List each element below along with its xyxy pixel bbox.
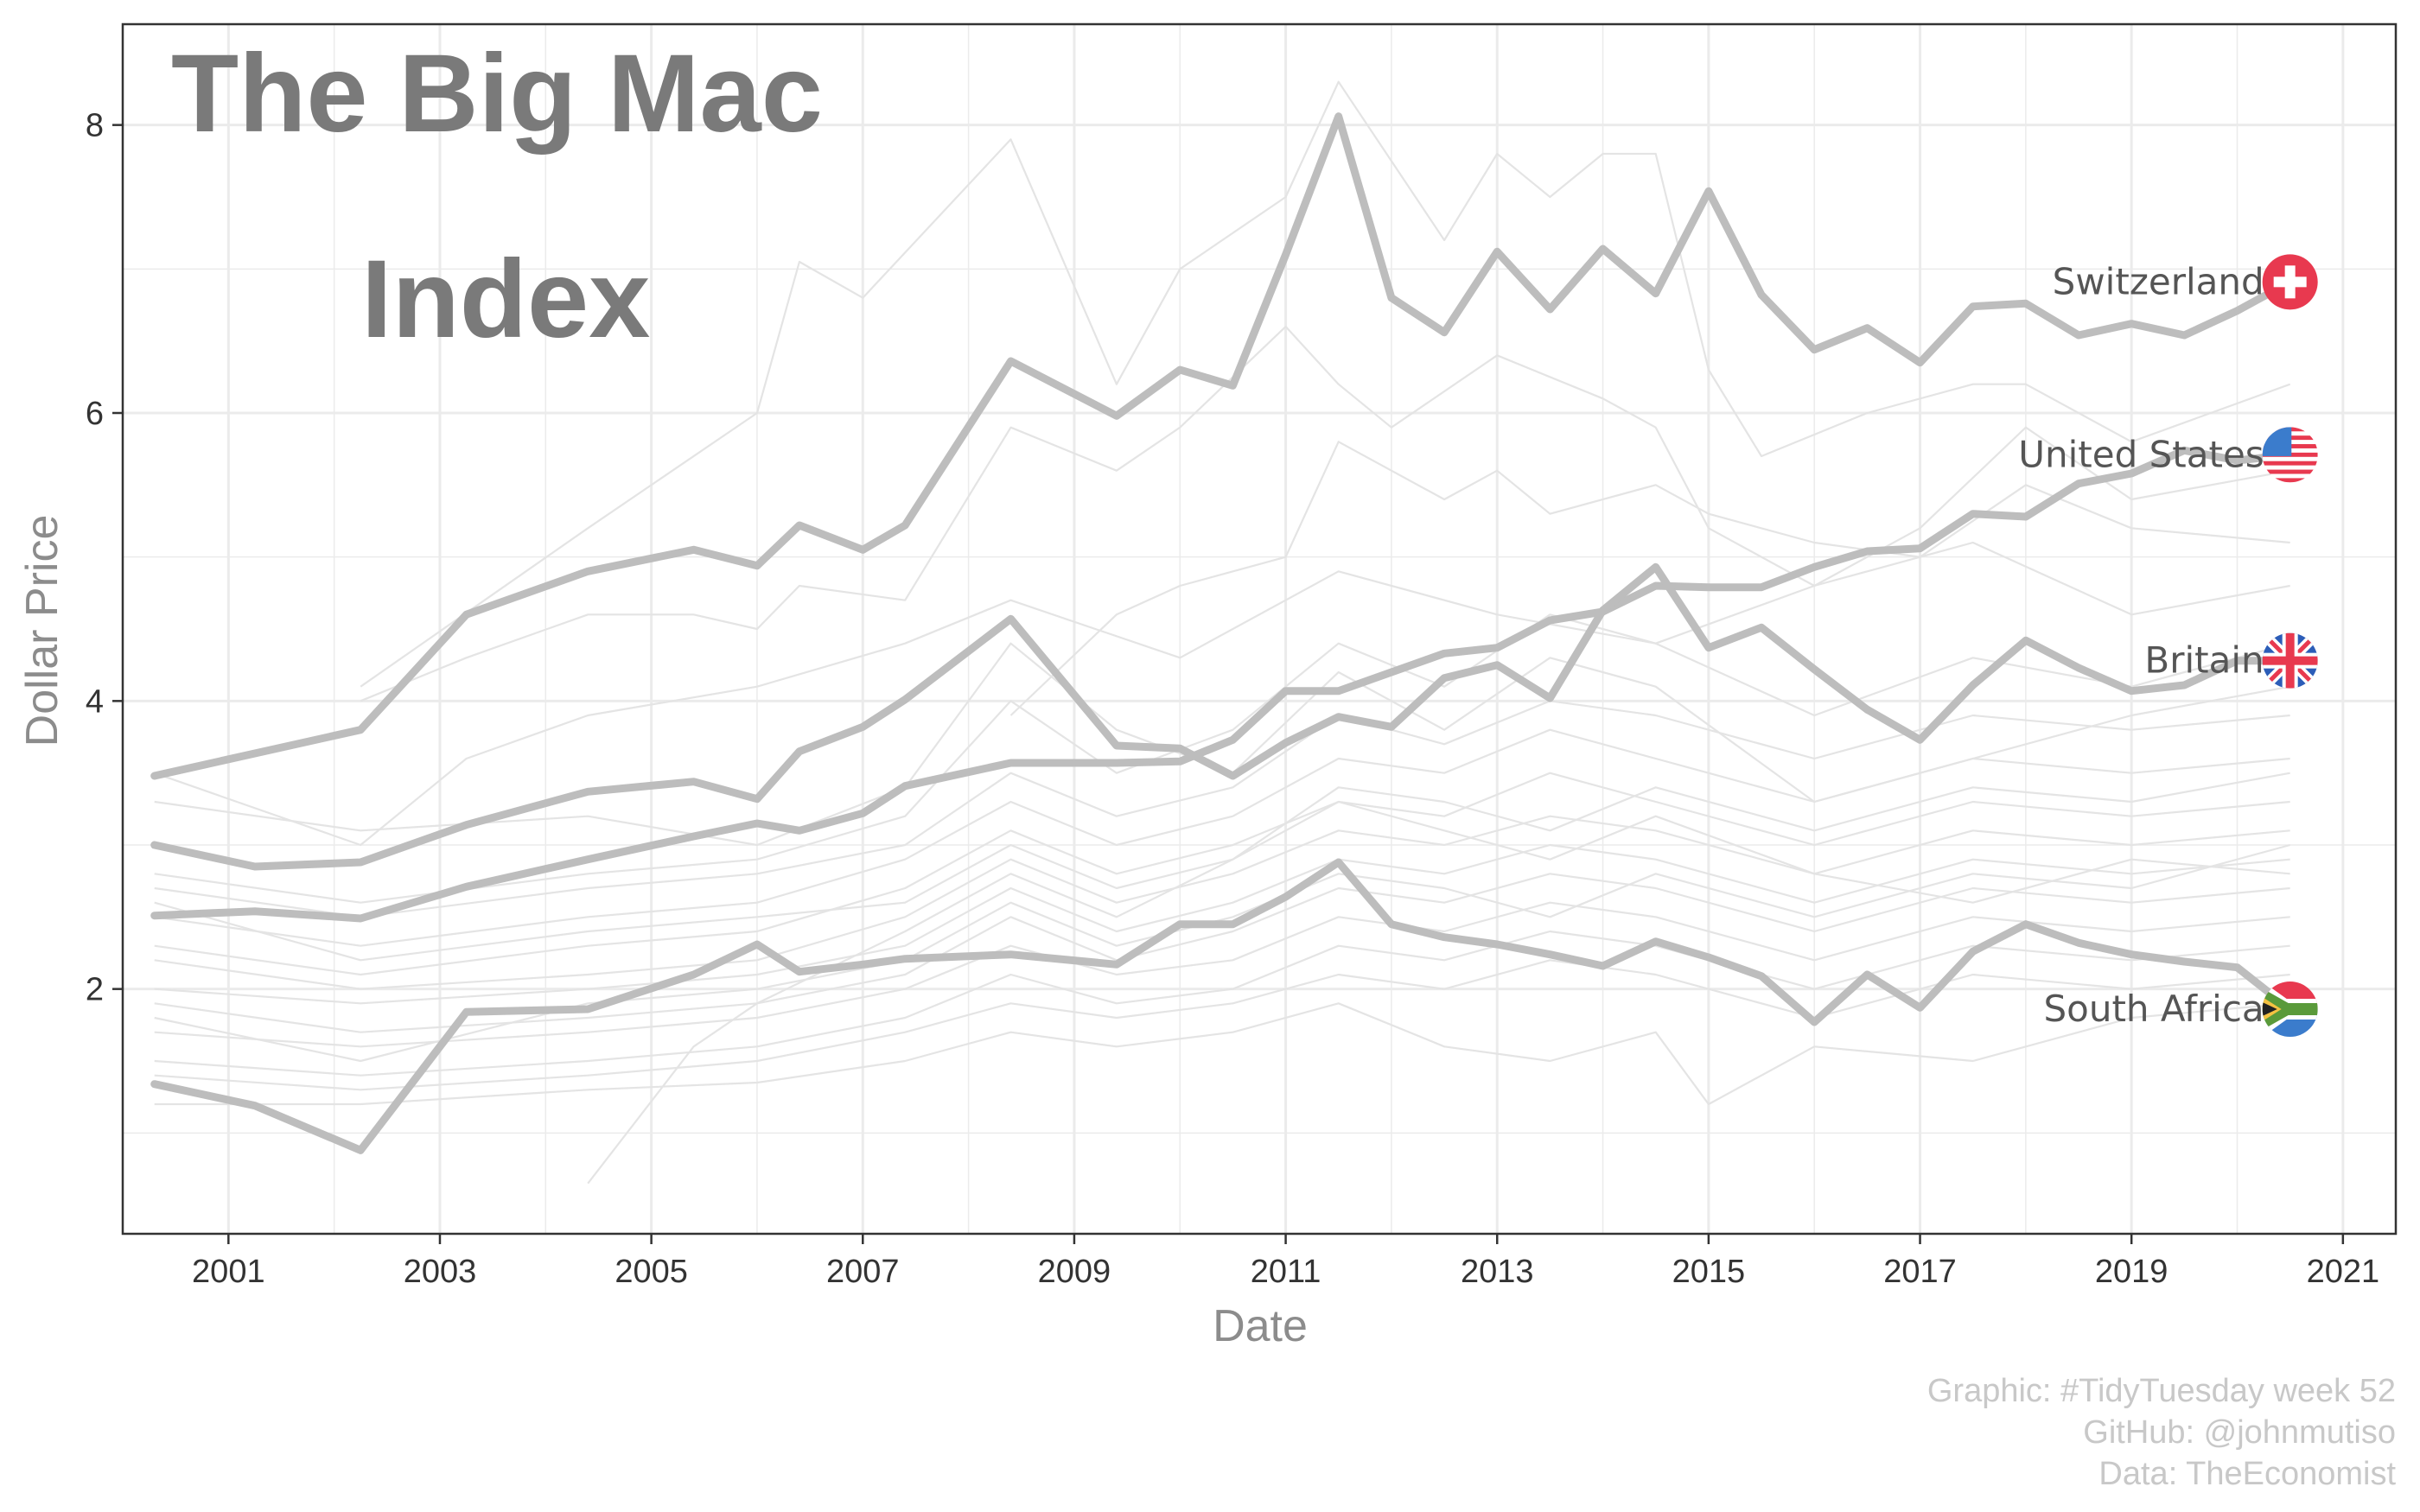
chart-title: The Big Mac (171, 32, 823, 156)
y-tick-label: 8 (86, 108, 104, 144)
flag-switzerland-icon (2262, 254, 2318, 310)
series-line-south-africa (150, 858, 2295, 1154)
y-axis-title: Dollar Price (17, 515, 67, 747)
country-labels: Switzerland United States Britain South Afr… (2018, 254, 2318, 1037)
axes: 2001 2003 2005 2007 2009 2011 2013 2015 2017 2019… (86, 108, 2379, 1290)
flag-britain-icon (2262, 632, 2318, 689)
panel-border (121, 22, 2398, 1236)
x-tick-label: 2021 (2307, 1254, 2380, 1290)
background-series-line-3 (360, 325, 2290, 702)
y-tick-label: 6 (86, 396, 104, 432)
x-tick-label: 2015 (1672, 1254, 1746, 1290)
background-series-line-19 (1009, 441, 2290, 716)
x-tick-label: 2005 (615, 1254, 688, 1290)
background-series-line-15 (154, 642, 2290, 847)
caption-line-3: Data: TheEconomist (2098, 1456, 2396, 1492)
flag-south-africa-icon (2262, 982, 2318, 1037)
chart-title-line2: Index (361, 238, 650, 361)
background-series-line-14 (154, 1002, 2290, 1106)
x-tick-label: 2001 (192, 1254, 265, 1290)
series-line-britain (150, 562, 2295, 871)
x-tick-label: 2011 (1251, 1254, 1321, 1290)
series-line-united-states (150, 446, 2295, 923)
country-label-united-states: United States (2018, 433, 2264, 475)
country-label-britain: Britain (2144, 639, 2264, 682)
y-tick-label: 2 (86, 972, 104, 1008)
x-tick-label: 2019 (2095, 1254, 2168, 1290)
background-series-line-11 (154, 901, 2290, 1048)
caption-line-1: Graphic: #TidyTuesday week 52 (1927, 1373, 2396, 1409)
x-tick-label: 2007 (826, 1254, 900, 1290)
x-axis-title: Date (1213, 1301, 1308, 1351)
country-label-switzerland: Switzerland (2053, 260, 2264, 302)
background-series-line-2 (360, 80, 2291, 688)
x-tick-label: 2009 (1038, 1254, 1111, 1290)
x-tick-label: 2003 (404, 1254, 477, 1290)
series-line-switzerland (150, 112, 2295, 780)
background-series-line-12 (154, 930, 2290, 1077)
background-series-line-5 (154, 700, 2290, 918)
background-series-line-8 (154, 815, 2290, 990)
background-series-line-4 (154, 613, 2290, 904)
highlighted-series-lines (150, 112, 2295, 1154)
y-tick-label: 4 (86, 683, 104, 720)
caption-line-2: GitHub: @johnmutiso (2083, 1414, 2396, 1451)
background-series-line-10 (154, 873, 2290, 1033)
background-series-lines (154, 80, 2291, 1185)
flag-united-states-icon (2262, 427, 2318, 483)
country-label-south-africa: South Africa (2043, 988, 2264, 1030)
x-tick-label: 2013 (1461, 1254, 1534, 1290)
background-series-line-13 (154, 959, 2290, 1091)
background-series-line-17 (154, 772, 2290, 962)
x-tick-label: 2017 (1883, 1254, 1957, 1290)
